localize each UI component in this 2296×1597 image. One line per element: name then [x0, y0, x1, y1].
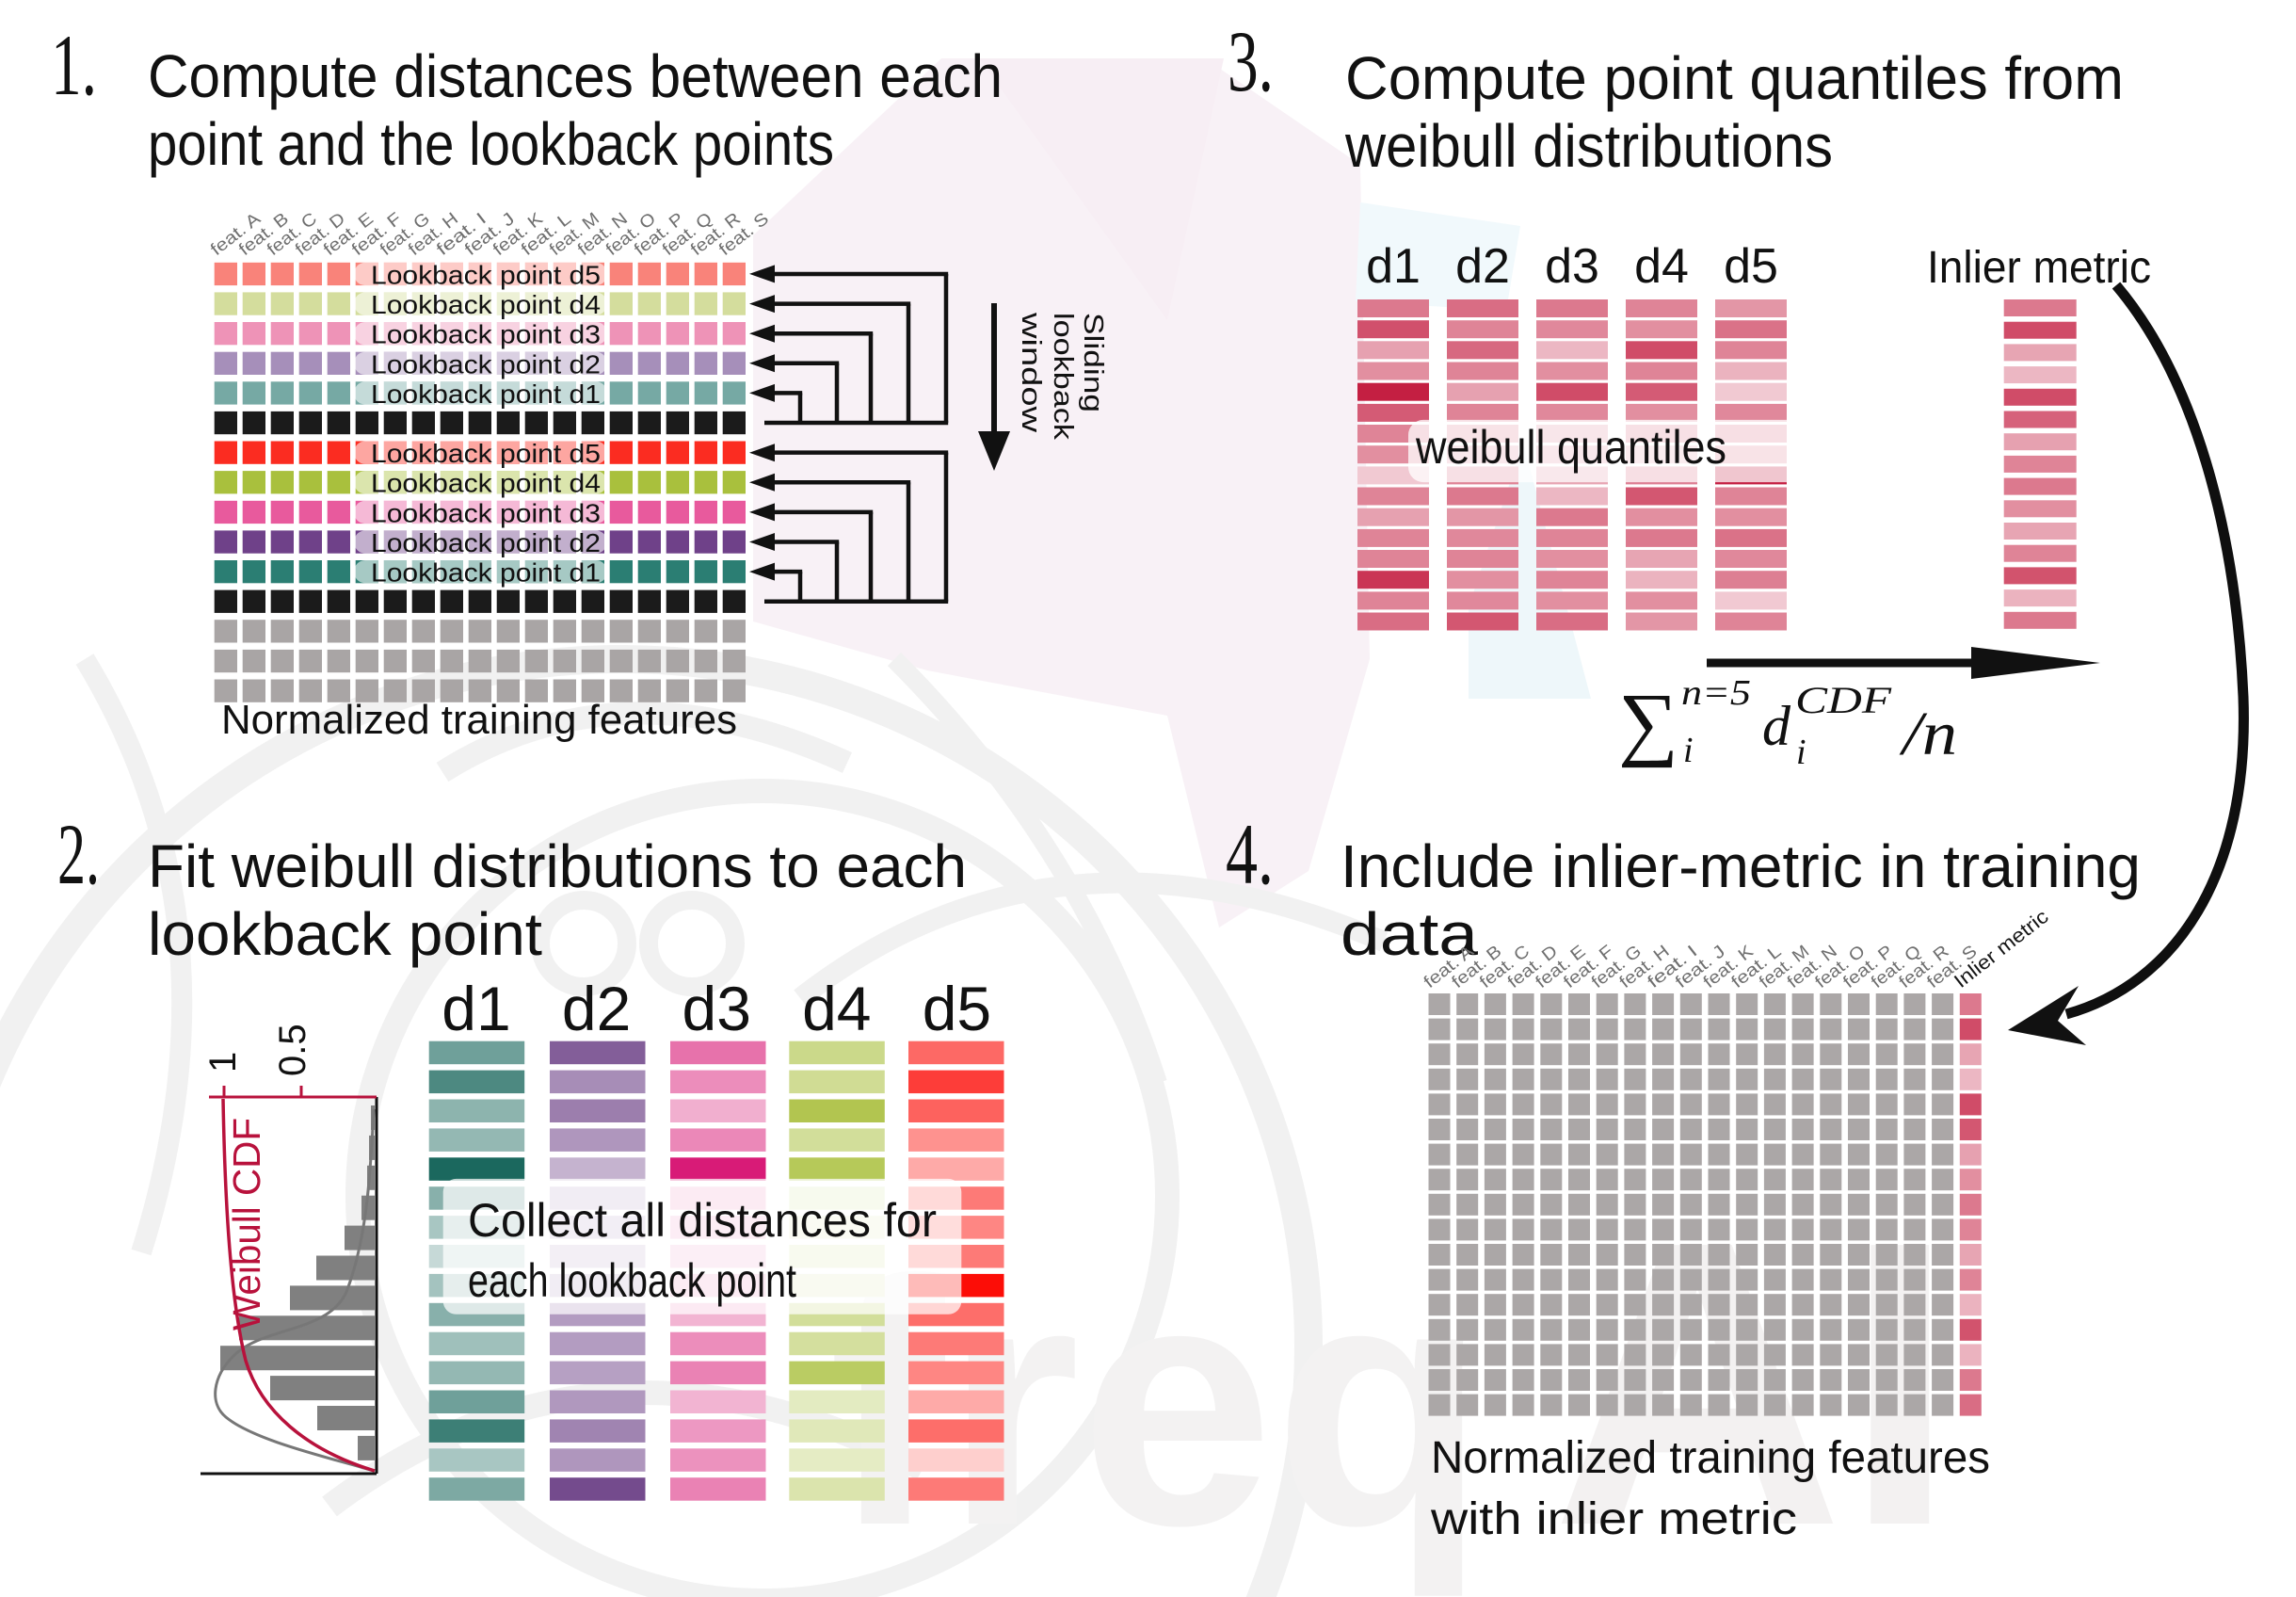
- svg-text:Normalized training features: Normalized training features: [221, 697, 737, 743]
- svg-text:Collect all distances for: Collect all distances for: [468, 1194, 937, 1247]
- svg-text:Lookback point d4: Lookback point d4: [371, 290, 601, 319]
- svg-text:d2: d2: [1455, 239, 1510, 294]
- svg-text:each lookback point: each lookback point: [468, 1254, 796, 1307]
- svg-text:∑: ∑: [1618, 678, 1678, 769]
- svg-text:Lookback point d1: Lookback point d1: [371, 558, 601, 588]
- svg-text:Weibull CDF: Weibull CDF: [225, 1118, 268, 1331]
- svg-text:Lookback point d1: Lookback point d1: [371, 379, 601, 409]
- svg-text:d2: d2: [562, 974, 631, 1043]
- svg-text:Lookback point d5: Lookback point d5: [371, 260, 601, 289]
- svg-text:0.5: 0.5: [272, 1024, 313, 1076]
- svg-text:window: window: [1016, 312, 1046, 434]
- svg-text:d3: d3: [1545, 239, 1599, 294]
- svg-text:1: 1: [202, 1052, 244, 1073]
- svg-text:Sliding: Sliding: [1078, 313, 1108, 412]
- svg-text:2.: 2.: [57, 806, 100, 902]
- svg-text:d5: d5: [1724, 239, 1778, 294]
- svg-text:4.: 4.: [1226, 806, 1274, 902]
- svg-text:1.: 1.: [51, 17, 97, 113]
- svg-text:Compute distances between each: Compute distances between each: [148, 42, 1003, 110]
- svg-text:d4: d4: [1634, 239, 1689, 294]
- svg-text:d: d: [1762, 695, 1791, 757]
- svg-text:lookback point: lookback point: [148, 900, 542, 968]
- svg-text:Lookback point d4: Lookback point d4: [371, 469, 601, 498]
- svg-text:Lookback point d2: Lookback point d2: [371, 528, 601, 557]
- svg-text:n=5: n=5: [1681, 673, 1751, 713]
- svg-text:weibull quantiles: weibull quantiles: [1415, 421, 1726, 474]
- svg-text:3.: 3.: [1228, 13, 1274, 109]
- svg-text:/n: /n: [1898, 700, 1957, 768]
- svg-text:Lookback point d5: Lookback point d5: [371, 439, 601, 468]
- svg-text:weibull distributions: weibull distributions: [1344, 112, 1833, 180]
- svg-text:d1: d1: [1366, 239, 1421, 294]
- svg-text:Lookback point d3: Lookback point d3: [371, 320, 601, 349]
- svg-text:CDF: CDF: [1795, 679, 1892, 721]
- svg-text:d5: d5: [923, 974, 991, 1043]
- svg-text:Inlier metric: Inlier metric: [1927, 243, 2151, 293]
- svg-text:Include inlier-metric in train: Include inlier-metric in training: [1341, 832, 2141, 900]
- svg-text:i: i: [1683, 731, 1694, 770]
- svg-text:i: i: [1796, 733, 1806, 772]
- svg-text:Fit weibull distributions to e: Fit weibull distributions to each: [148, 832, 967, 900]
- svg-text:Normalized training features: Normalized training features: [1431, 1433, 1990, 1483]
- svg-text:d4: d4: [802, 974, 871, 1043]
- svg-text:lookback: lookback: [1048, 313, 1078, 441]
- svg-text:data: data: [1341, 900, 1478, 968]
- svg-text:with inlier metric: with inlier metric: [1430, 1494, 1797, 1544]
- svg-text:d1: d1: [442, 974, 510, 1043]
- svg-text:Lookback point d3: Lookback point d3: [371, 498, 601, 527]
- svg-text:Compute point quantiles from: Compute point quantiles from: [1345, 44, 2124, 112]
- svg-text:point and the lookback points: point and the lookback points: [148, 110, 834, 178]
- svg-text:Lookback point d2: Lookback point d2: [371, 349, 601, 379]
- svg-text:d3: d3: [682, 974, 750, 1043]
